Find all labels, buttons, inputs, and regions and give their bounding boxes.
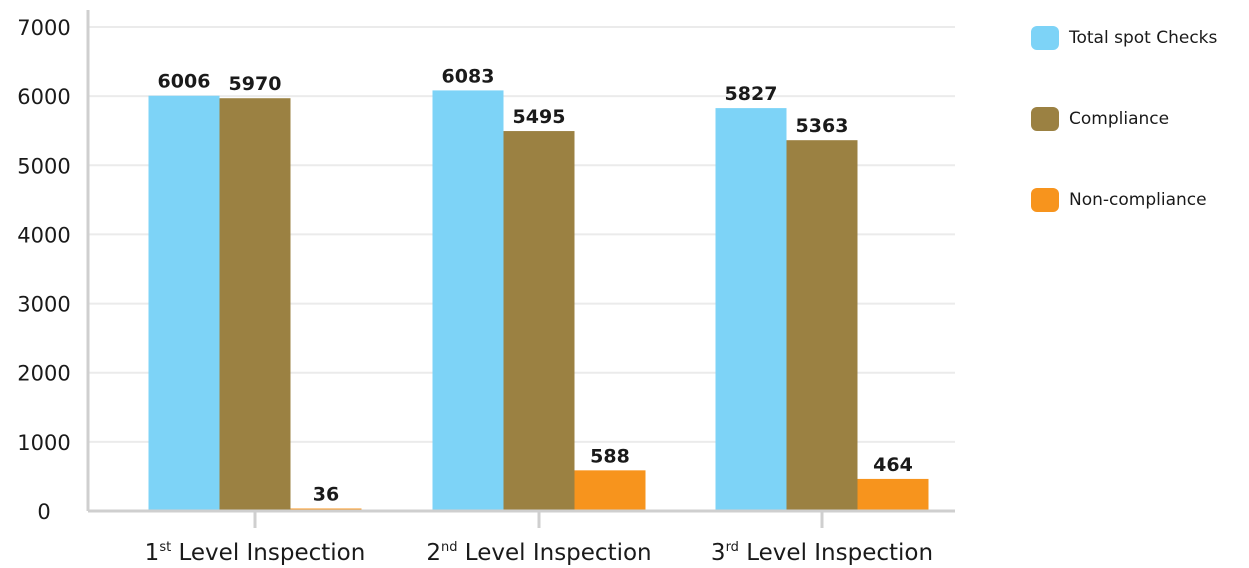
- category-number: 2: [426, 540, 441, 566]
- legend-swatch: [1031, 26, 1059, 50]
- y-tick-label: 0: [37, 500, 50, 524]
- x-category-label: 3rd Level Inspection: [711, 540, 933, 566]
- legend-label: Total spot Checks: [1069, 28, 1218, 48]
- category-text: Level Inspection: [458, 540, 652, 566]
- y-tick-label: 3000: [17, 293, 70, 317]
- y-tick-label: 5000: [17, 154, 70, 178]
- legend-item: Non-compliance: [1031, 186, 1249, 214]
- bar-total-spot-checks: [148, 95, 220, 511]
- bar-chart: 0 1000 2000 3000 4000 5000 6000 7000 1st Level …: [17, 10, 955, 566]
- data-label: 5363: [796, 115, 849, 137]
- legend-swatch: [1031, 107, 1059, 131]
- category-text: Level Inspection: [739, 540, 933, 566]
- bar-compliance: [219, 98, 291, 512]
- data-label: 5827: [725, 83, 778, 105]
- y-tick-label: 1000: [17, 431, 70, 455]
- data-label: 36: [313, 484, 339, 506]
- category-ordinal-suffix: st: [159, 540, 171, 555]
- data-label: 588: [590, 445, 630, 467]
- y-tick-label: 2000: [17, 362, 70, 386]
- data-label: 5495: [513, 106, 566, 128]
- y-tick-label: 7000: [17, 16, 70, 40]
- bars: [148, 90, 929, 512]
- y-tick-label: 6000: [17, 85, 70, 109]
- data-labels: 6006 6083 5827 5970 5495 5363 36 588 464: [158, 65, 913, 505]
- axes: [86, 10, 955, 528]
- x-axis-labels: 1st Level Inspection 2nd Level Inspection…: [145, 540, 933, 566]
- data-label: 6083: [442, 65, 495, 87]
- category-number: 1: [145, 540, 160, 566]
- data-label: 6006: [158, 71, 211, 93]
- bar-compliance: [503, 131, 575, 511]
- y-axis-ticks: 0 1000 2000 3000 4000 5000 6000 7000: [17, 16, 70, 524]
- data-label: 464: [873, 454, 913, 476]
- legend: Total spot Checks Compliance Non-complianc…: [1031, 24, 1249, 267]
- legend-swatch: [1031, 188, 1059, 212]
- bar-total-spot-checks: [715, 108, 787, 512]
- y-tick-label: 4000: [17, 223, 70, 247]
- legend-label: Compliance: [1069, 109, 1170, 129]
- category-text: Level Inspection: [171, 540, 365, 566]
- legend-item: Total spot Checks: [1031, 24, 1249, 52]
- x-category-label: 2nd Level Inspection: [426, 540, 651, 566]
- bar-non-compliance: [574, 470, 646, 511]
- category-number: 3: [711, 540, 726, 566]
- category-ordinal-suffix: nd: [441, 540, 458, 555]
- bar-compliance: [786, 140, 858, 511]
- x-category-label: 1st Level Inspection: [145, 540, 366, 566]
- bar-total-spot-checks: [432, 90, 504, 512]
- legend-item: Compliance: [1031, 105, 1249, 133]
- bar-non-compliance: [857, 478, 929, 511]
- legend-label: Non-compliance: [1069, 190, 1207, 210]
- category-ordinal-suffix: rd: [726, 540, 739, 555]
- data-label: 5970: [229, 73, 282, 95]
